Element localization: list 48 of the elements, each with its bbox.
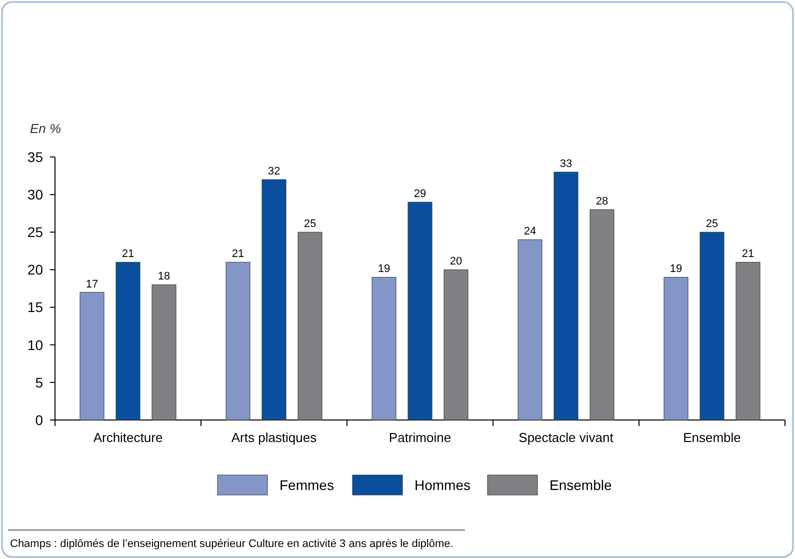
data-label: 32 xyxy=(268,166,280,178)
bar xyxy=(736,262,760,420)
data-label: 19 xyxy=(670,263,682,276)
bar xyxy=(518,239,542,420)
bar xyxy=(80,292,104,420)
data-label: 25 xyxy=(706,218,718,230)
x-tick-label: Ensemble xyxy=(683,430,741,445)
x-tick-label: Spectacle vivant xyxy=(518,430,614,445)
y-tick-label: 15 xyxy=(27,299,44,316)
x-tick-label: Patrimoine xyxy=(388,430,452,445)
bar xyxy=(554,172,578,420)
bar xyxy=(372,276,396,420)
bar xyxy=(590,209,614,420)
data-label: 19 xyxy=(378,263,390,276)
x-tick-label: Architecture xyxy=(93,430,163,445)
data-label: 25 xyxy=(304,218,316,230)
data-label: 18 xyxy=(158,270,170,283)
legend-label: Hommes xyxy=(414,476,471,493)
legend-label: Femmes xyxy=(280,476,334,493)
bar xyxy=(664,276,688,420)
data-label: 21 xyxy=(232,248,244,260)
legend-label: Ensemble xyxy=(550,476,612,493)
x-tick-label: Arts plastiques xyxy=(231,430,318,445)
bar xyxy=(408,202,432,420)
bar xyxy=(262,179,286,420)
y-tick-label: 5 xyxy=(35,374,44,390)
data-label: 21 xyxy=(742,248,754,260)
data-label: 28 xyxy=(596,196,608,208)
y-tick-label: 20 xyxy=(27,262,44,278)
bar xyxy=(298,232,322,420)
data-label: 21 xyxy=(122,248,134,260)
data-label: 24 xyxy=(524,226,536,238)
bar xyxy=(700,232,724,420)
data-label: 20 xyxy=(450,256,462,268)
y-tick-label: 10 xyxy=(27,336,44,353)
y-tick-label: 25 xyxy=(27,224,44,240)
bar xyxy=(152,284,176,420)
bar xyxy=(444,269,468,420)
y-tick-label: 30 xyxy=(27,186,44,202)
y-axis-title: En % xyxy=(30,121,62,136)
data-label: 29 xyxy=(414,188,426,200)
bar xyxy=(116,262,140,420)
y-tick-label: 0 xyxy=(35,412,44,428)
text: Champs : diplômés de l’enseignement supérieur Culture en activité 3 ans après le diplôme. xyxy=(10,538,454,550)
data-label: 33 xyxy=(560,158,572,170)
y-tick-label: 35 xyxy=(27,148,44,165)
bar xyxy=(226,262,250,420)
data-label: 17 xyxy=(86,278,98,290)
